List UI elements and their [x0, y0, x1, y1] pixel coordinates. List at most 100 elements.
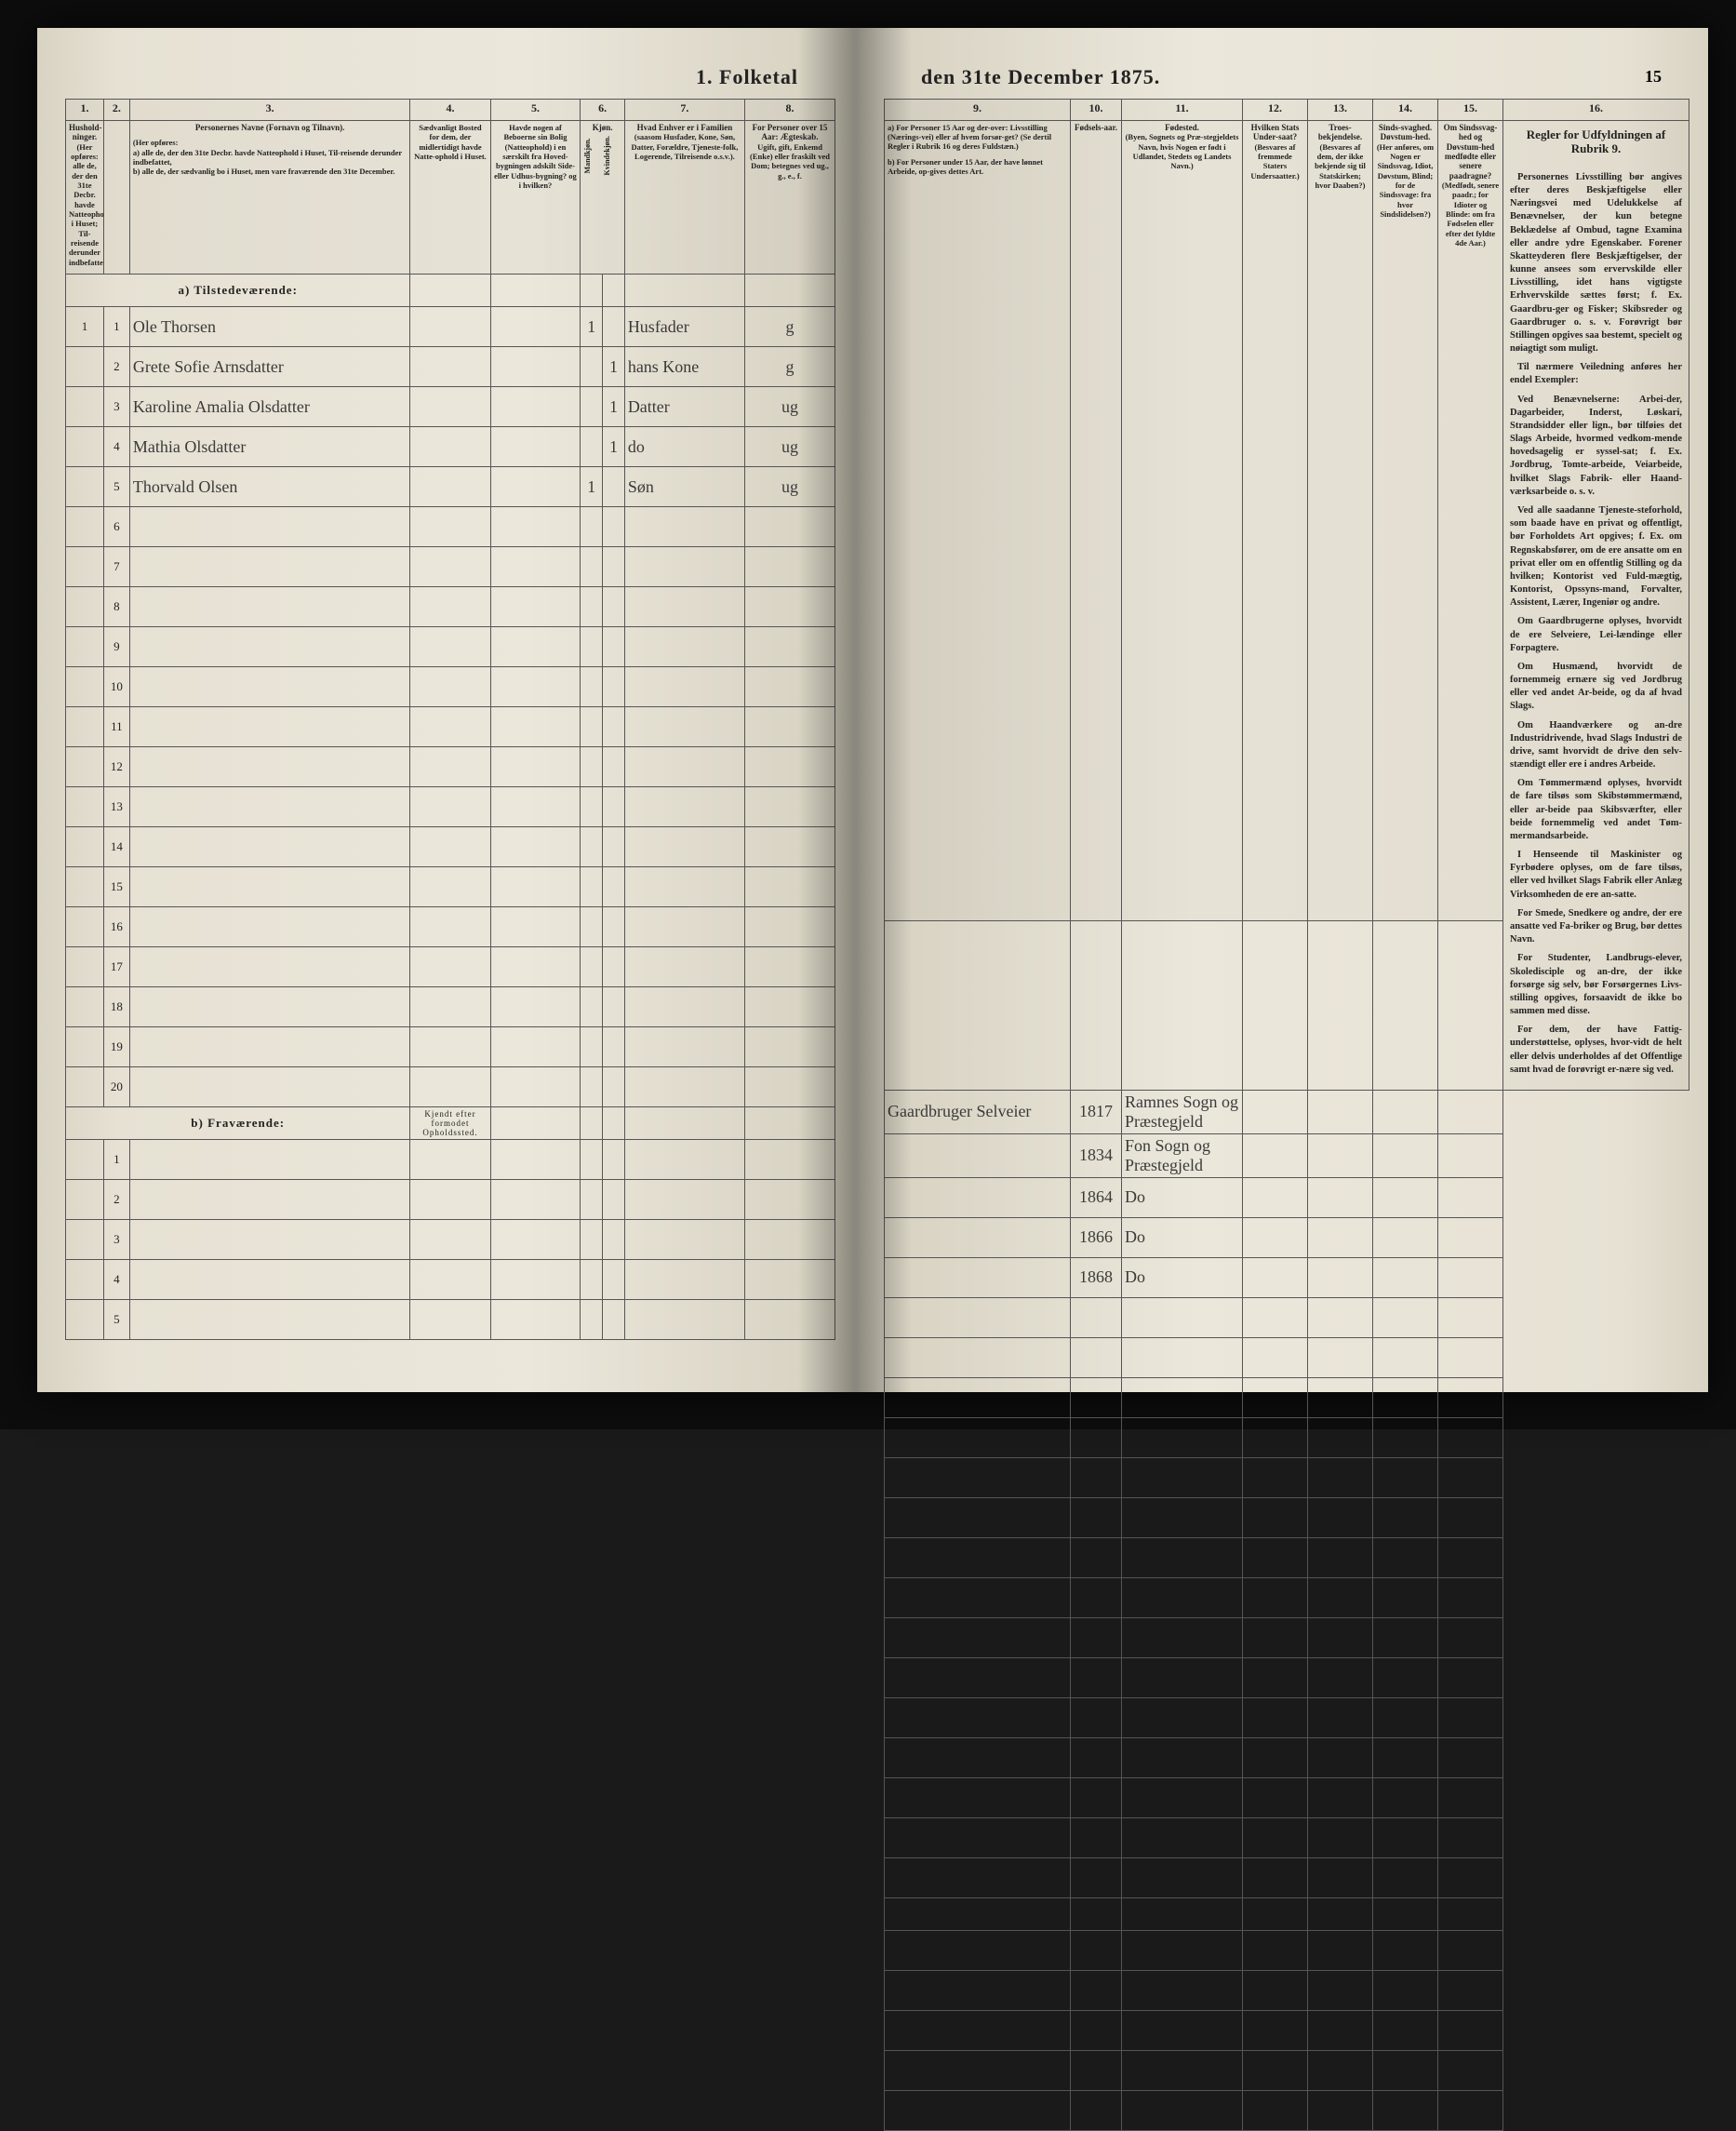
- col11: [1122, 1457, 1243, 1497]
- col5: [490, 1140, 581, 1180]
- col7: [624, 787, 744, 827]
- household-num: [66, 827, 104, 867]
- name-cell: [129, 787, 410, 827]
- h13-s: (Besvares af dem, der ikke bekjende sig …: [1315, 142, 1366, 190]
- household-num: [66, 707, 104, 747]
- col8: [745, 747, 835, 787]
- h3-sub-b: b) alle de, der sædvanlig bo i Huset, me…: [133, 167, 407, 176]
- col7: Husfader: [624, 307, 744, 347]
- col11: Do: [1122, 1217, 1243, 1257]
- person-num: 5: [103, 1300, 129, 1340]
- col6a: 1: [581, 467, 603, 507]
- col15: [1438, 2050, 1503, 2090]
- col7: [624, 1300, 744, 1340]
- h8-sub: Ugift, gift, Enkemd (Enke) eller fraskil…: [750, 142, 830, 181]
- col12: [1243, 1377, 1308, 1417]
- col8: [745, 947, 835, 987]
- name-cell: [129, 1300, 410, 1340]
- col11: [1122, 1970, 1243, 2010]
- table-row: [885, 1737, 1689, 1777]
- col15: [1438, 1857, 1503, 1897]
- col7: [624, 1067, 744, 1107]
- col13: [1308, 1970, 1373, 2010]
- col9: [885, 1657, 1071, 1697]
- col6a: [581, 1027, 603, 1067]
- section-a-row: a) Tilstedeværende:: [66, 275, 835, 307]
- col15: [1438, 1217, 1503, 1257]
- person-num: 18: [103, 987, 129, 1027]
- col4: [410, 587, 490, 627]
- table-row: 4: [66, 1260, 835, 1300]
- person-num: 2: [103, 347, 129, 387]
- household-num: [66, 987, 104, 1027]
- col11: [1122, 1697, 1243, 1737]
- h14-s: (Her anføres, om Nogen er Sindssvag, Idi…: [1377, 142, 1434, 219]
- table-row: [885, 2050, 1689, 2090]
- col4: [410, 1180, 490, 1220]
- col6b: [603, 667, 625, 707]
- col11: [1122, 1857, 1243, 1897]
- col4: [410, 387, 490, 427]
- col5: [490, 667, 581, 707]
- person-num: 14: [103, 827, 129, 867]
- person-num: 19: [103, 1027, 129, 1067]
- col13: [1308, 1777, 1373, 1817]
- form-title-right: den 31te December 1875.: [884, 65, 1689, 89]
- col6b: [603, 907, 625, 947]
- col14: [1373, 1090, 1438, 1133]
- col8: [745, 667, 835, 707]
- col13: [1308, 2050, 1373, 2090]
- col4: [410, 427, 490, 467]
- col5: [490, 507, 581, 547]
- col12: [1243, 1297, 1308, 1337]
- header-14: Sinds-svaghed. Døvstum-hed. (Her anføres…: [1373, 121, 1438, 921]
- col6a: [581, 947, 603, 987]
- h15-s: (Medfødt, senere paadr.; for Idioter og …: [1442, 181, 1499, 248]
- col6b: [603, 1220, 625, 1260]
- name-cell: [129, 987, 410, 1027]
- col13: [1308, 1657, 1373, 1697]
- col7: [624, 987, 744, 1027]
- col10: [1071, 2090, 1122, 2130]
- name-cell: [129, 707, 410, 747]
- col7: [624, 1220, 744, 1260]
- table-row: [885, 2010, 1689, 2050]
- h7-sub: (saasom Husfader, Kone, Søn, Datter, For…: [632, 132, 739, 161]
- column-header-row: Hushold-ninger. (Her opføres: alle de, d…: [66, 121, 835, 275]
- col12: [1243, 2010, 1308, 2050]
- name-cell: Ole Thorsen: [129, 307, 410, 347]
- col14: [1373, 1217, 1438, 1257]
- col14: [1373, 2010, 1438, 2050]
- col6b: [603, 587, 625, 627]
- col7: [624, 1260, 744, 1300]
- col9: [885, 1337, 1071, 1377]
- col6b: [603, 987, 625, 1027]
- book-spread: 1. Folketal 1. 2. 3. 4. 5. 6. 7. 8. Hush: [37, 28, 1708, 1392]
- col7: [624, 667, 744, 707]
- name-cell: [129, 867, 410, 907]
- name-cell: [129, 1220, 410, 1260]
- col5: [490, 1180, 581, 1220]
- person-num: 16: [103, 907, 129, 947]
- col4: [410, 987, 490, 1027]
- col13: [1308, 1857, 1373, 1897]
- col12: [1243, 1090, 1308, 1133]
- col7: [624, 587, 744, 627]
- col11: [1122, 1497, 1243, 1537]
- col4: [410, 627, 490, 667]
- col5: [490, 907, 581, 947]
- col10: [1071, 1377, 1122, 1417]
- col13: [1308, 1257, 1373, 1297]
- col7: [624, 547, 744, 587]
- table-row: 2Grete Sofie Arnsdatter1hans Koneg: [66, 347, 835, 387]
- h6-title: Kjøn.: [593, 123, 613, 132]
- col6b: [603, 547, 625, 587]
- household-num: [66, 1067, 104, 1107]
- col6b: [603, 1180, 625, 1220]
- col15: [1438, 2090, 1503, 2130]
- colnum-7: 7.: [624, 100, 744, 121]
- col4: [410, 907, 490, 947]
- person-num: 4: [103, 1260, 129, 1300]
- col13: [1308, 1297, 1373, 1337]
- col9: [885, 1177, 1071, 1217]
